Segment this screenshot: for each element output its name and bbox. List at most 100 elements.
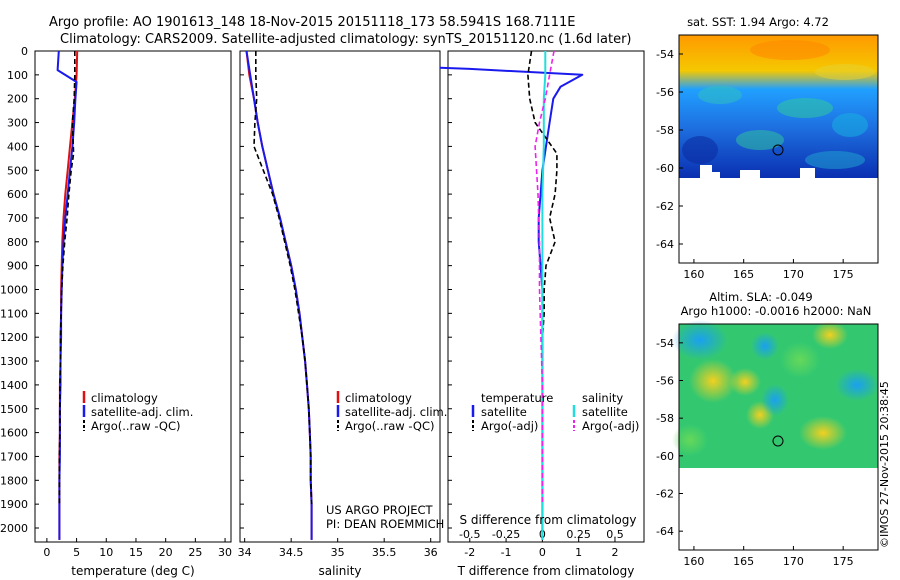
panel-ticks: 0 5 10 15 20 25 30 34 34.5 35 35.5 36 -2 -1 0 1 2 -0.5 -0.… xyxy=(43,528,623,559)
depth-tick-label: 200 xyxy=(7,93,28,106)
x-tick-label: -2 xyxy=(464,546,475,559)
lon-tick-label: 175 xyxy=(833,555,854,568)
s-diff-tick-label: 0.25 xyxy=(566,528,591,541)
sla-map-frame xyxy=(678,323,879,551)
lat-tick-label: -64 xyxy=(656,525,674,538)
argo-line xyxy=(58,51,76,505)
lon-tick-label: 165 xyxy=(733,555,754,568)
salinity-panel-frame xyxy=(239,50,441,543)
depth-tick-label: 800 xyxy=(7,236,28,249)
x-tick-label: 34 xyxy=(238,546,252,559)
temp-satellite-diff-line xyxy=(439,66,584,540)
lat-tick-label: -62 xyxy=(656,488,674,501)
depth-tick-label: 100 xyxy=(7,69,28,82)
s-diff-tick-label: 0.5 xyxy=(606,528,624,541)
lon-tick-label: 170 xyxy=(783,555,804,568)
depth-tick-label: 1400 xyxy=(0,379,28,392)
sla-map-title-line2: Argo h1000: -0.0016 h2000: NaN xyxy=(681,304,872,318)
legend-temp-satellite-label: satellite xyxy=(481,405,527,419)
depth-tick-label: 400 xyxy=(7,140,28,153)
s-diff-tick-label: -0.25 xyxy=(492,528,520,541)
x-tick-label: 25 xyxy=(188,546,202,559)
lat-tick-label: -54 xyxy=(656,48,674,61)
salinity-legend: climatology satellite-adj. clim. Argo(..… xyxy=(326,391,447,531)
depth-tick-label: 1700 xyxy=(0,450,28,463)
figure-title-line1: Argo profile: AO 1901613_148 18-Nov-2015… xyxy=(49,15,575,30)
lat-tick-label: -54 xyxy=(656,337,674,350)
x-tick-label: 0 xyxy=(539,546,546,559)
x-tick-label: 2 xyxy=(611,546,618,559)
lat-tick-label: -64 xyxy=(656,238,674,251)
legend-climatology-label: climatology xyxy=(345,391,412,405)
x-tick-label: 1 xyxy=(575,546,582,559)
lat-tick-label: -58 xyxy=(656,124,674,137)
lat-tick-label: -60 xyxy=(656,450,674,463)
depth-tick-label: 1800 xyxy=(0,474,28,487)
s-difference-label: S difference from climatology xyxy=(460,513,637,527)
lat-tick-label: -56 xyxy=(656,375,674,388)
depth-tick-label: 600 xyxy=(7,188,28,201)
figure-title-line2: Climatology: CARS2009. Satellite-adjuste… xyxy=(60,32,632,47)
x-tick-label: 34.5 xyxy=(279,546,304,559)
legend-argo-label: Argo(..raw -QC) xyxy=(91,419,181,433)
depth-tick-label: 500 xyxy=(7,164,28,177)
depth-tick-label: 1500 xyxy=(0,403,28,416)
x-tick-label: -1 xyxy=(501,546,512,559)
x-tick-label: 36 xyxy=(424,546,438,559)
sla-map-land-mask xyxy=(679,468,878,550)
temperature-panel-frame xyxy=(34,50,232,543)
depth-tick-label: 1600 xyxy=(0,427,28,440)
difference-xlabel: T difference from climatology xyxy=(457,564,635,578)
s-diff-tick-label: -0.5 xyxy=(459,528,480,541)
depth-tick-label: 700 xyxy=(7,212,28,225)
sla-map-texture xyxy=(672,320,879,456)
depth-tick-label: 1200 xyxy=(0,331,28,344)
difference-panel-frame xyxy=(447,50,645,543)
lat-tick-label: -60 xyxy=(656,162,674,175)
sst-map-title: sat. SST: 1.94 Argo: 4.72 xyxy=(687,15,829,29)
legend-climatology-label: climatology xyxy=(91,391,158,405)
sst-map-land-mask xyxy=(679,165,878,263)
lon-tick-label: 175 xyxy=(833,268,854,281)
x-tick-label: 0 xyxy=(43,546,50,559)
lon-tick-label: 170 xyxy=(783,268,804,281)
legend-sal-argo-label: Argo(-adj) xyxy=(582,419,639,433)
legend-sal-satellite-label: satellite xyxy=(582,405,628,419)
x-tick-label: 30 xyxy=(218,546,232,559)
salinity-xlabel: salinity xyxy=(318,564,361,578)
sla-map-title-line1: Altim. SLA: -0.049 xyxy=(709,290,813,304)
depth-tick-label: 300 xyxy=(7,117,28,130)
lon-tick-label: 160 xyxy=(683,268,704,281)
temperature-xlabel: temperature (deg C) xyxy=(71,564,194,578)
project-label: US ARGO PROJECT xyxy=(326,503,434,517)
legend-temperature-title: temperature xyxy=(481,391,553,405)
legend-salinity-title: salinity xyxy=(582,391,623,405)
x-tick-label: 15 xyxy=(129,546,143,559)
depth-tick-label: 0 xyxy=(21,45,28,58)
depth-tick-label: 1300 xyxy=(0,355,28,368)
sal-satellite-diff-line xyxy=(541,51,547,540)
argo-float-marker xyxy=(772,435,784,447)
legend-satellite-label: satellite-adj. clim. xyxy=(91,405,193,419)
legend-temp-argo-label: Argo(-adj) xyxy=(481,419,538,433)
legend-argo-label: Argo(..raw -QC) xyxy=(345,419,435,433)
series-layer xyxy=(56,50,584,540)
argo-float-marker xyxy=(772,144,784,156)
depth-tick-label: 1000 xyxy=(0,284,28,297)
lon-tick-label: 165 xyxy=(733,268,754,281)
x-tick-label: 10 xyxy=(99,546,113,559)
sst-map: sat. SST: 1.94 Argo: 4.72 -54 -56 -58 -60 -6… xyxy=(656,15,879,281)
satellite-line xyxy=(245,50,313,540)
sla-map-ticks: -54 -56 -58 -60 -62 -64 160 165 170 175 xyxy=(656,337,854,568)
sst-map-texture xyxy=(682,40,875,169)
lat-tick-label: -56 xyxy=(656,86,674,99)
x-tick-label: 35 xyxy=(331,546,345,559)
legend-satellite-label: satellite-adj. clim. xyxy=(345,405,447,419)
depth-tick-label: 1100 xyxy=(0,307,28,320)
lat-tick-label: -58 xyxy=(656,412,674,425)
argo-line xyxy=(253,51,313,505)
depth-tick-label: 900 xyxy=(7,260,28,273)
sla-map: Altim. SLA: -0.049 Argo h1000: -0.0016 h… xyxy=(656,290,879,568)
x-tick-label: 20 xyxy=(159,546,173,559)
